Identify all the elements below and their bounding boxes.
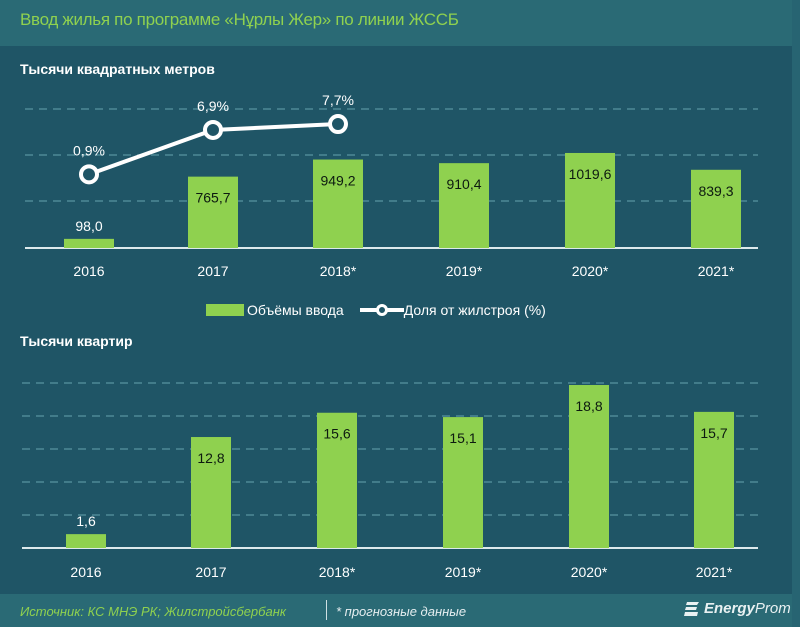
legend-bar-label: Объёмы ввода	[247, 302, 344, 318]
bottom-bar-2019	[443, 417, 483, 548]
share-point	[203, 119, 223, 140]
bottom-x-tick-label: 2019*	[445, 564, 482, 580]
bottom-bar-label: 12,8	[197, 450, 224, 466]
bottom-bar-2016	[66, 534, 106, 548]
legend-line-icon	[359, 304, 404, 316]
top-bar-2016	[64, 238, 114, 248]
share-point	[328, 114, 348, 135]
share-label: 6,9%	[197, 98, 229, 114]
top-chart-title: Тысячи квадратных метров	[20, 61, 215, 77]
bottom-x-tick-label: 2016	[70, 564, 101, 580]
top-x-tick-label: 2020*	[572, 263, 609, 279]
top-bar-label: 910,4	[446, 176, 481, 192]
logo-text-bold: Energy	[704, 600, 755, 617]
share-point	[79, 164, 99, 185]
top-bar-2019	[439, 163, 489, 248]
right-edge	[792, 0, 800, 627]
bottom-x-tick-label: 2018*	[319, 564, 356, 580]
bottom-bar-label: 15,7	[700, 425, 727, 441]
source-text: Источник: КС МНЭ РК; Жилстройсбербанк	[20, 604, 286, 619]
share-label: 0,9%	[73, 142, 105, 158]
top-bar-label: 98,0	[75, 218, 102, 234]
top-x-tick-label: 2019*	[446, 263, 483, 279]
bottom-bar-2017	[191, 437, 231, 548]
top-chart: 98,0 765,7 949,2 910,4 1019,6 839,3 0,9% 6,9% 7…	[25, 92, 758, 279]
bottom-chart: 1,6 12,8 15,6 15,1 18,8 15,7 2016 2017 2018* 201…	[22, 382, 758, 580]
title-bar: Ввод жилья по программе «Нұрлы Жер» по л…	[0, 0, 792, 46]
bottom-bar-2021	[694, 411, 734, 548]
top-x-tick-label: 2018*	[320, 263, 357, 279]
energyprom-logo: EnergyProm	[684, 600, 791, 617]
top-bar-2018	[313, 159, 363, 248]
top-bar-label: 949,2	[320, 173, 355, 189]
legend-bar-swatch	[206, 304, 244, 316]
legend-line-label: Доля от жилстроя (%)	[403, 302, 546, 318]
top-bar-2017	[188, 176, 238, 248]
top-bar-label: 765,7	[195, 190, 230, 206]
top-x-tick-label: 2021*	[698, 263, 735, 279]
bottom-chart-title: Тысячи квартир	[20, 333, 133, 349]
top-x-tick-label: 2016	[73, 263, 104, 279]
footer	[0, 594, 792, 627]
bottom-bar-label: 15,1	[449, 430, 476, 446]
chart-title: Ввод жилья по программе «Нұрлы Жер» по л…	[20, 10, 459, 29]
energyprom-logo-icon	[684, 601, 699, 616]
legend: Объёмы ввода Доля от жилстроя (%)	[206, 302, 546, 318]
top-bar-2021	[691, 169, 741, 248]
bottom-x-tick-label: 2021*	[696, 564, 733, 580]
logo-text-rest: Prom	[754, 600, 791, 617]
forecast-note: * прогнозные данные	[336, 604, 467, 619]
top-bar-label: 839,3	[698, 183, 733, 199]
bottom-x-tick-label: 2017	[195, 564, 226, 580]
bottom-bar-label: 1,6	[76, 513, 96, 529]
top-bar-label: 1019,6	[569, 166, 612, 182]
bottom-bar-2020	[569, 385, 609, 548]
bottom-bar-2018	[317, 412, 357, 548]
bottom-x-tick-label: 2020*	[571, 564, 608, 580]
footer-separator	[326, 600, 327, 620]
bottom-bar-label: 15,6	[323, 426, 350, 442]
top-bar-2020	[565, 152, 615, 248]
bottom-bar-label: 18,8	[575, 398, 602, 414]
share-label: 7,7%	[322, 92, 354, 108]
top-x-tick-label: 2017	[197, 263, 228, 279]
